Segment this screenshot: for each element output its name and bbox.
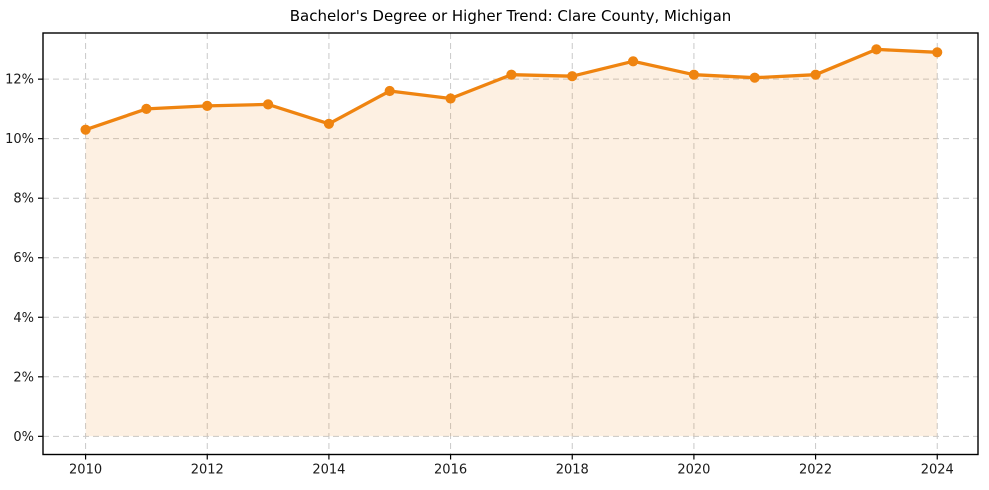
- x-tick-label: 2016: [434, 463, 467, 478]
- x-tick-label: 2010: [69, 463, 102, 478]
- x-tick-label: 2024: [921, 463, 954, 478]
- data-point-marker: [202, 100, 213, 111]
- y-tick-label: 6%: [13, 251, 34, 266]
- data-point-marker: [628, 56, 639, 67]
- y-tick-label: 4%: [13, 311, 34, 326]
- x-tick-label: 2022: [799, 463, 832, 478]
- plot-border: [42, 32, 979, 456]
- data-point-marker: [141, 103, 152, 114]
- data-point-marker: [263, 99, 274, 110]
- data-point-marker: [810, 69, 821, 80]
- y-tick-label: 10%: [5, 132, 34, 147]
- data-point-marker: [445, 93, 456, 104]
- data-point-marker: [567, 71, 578, 82]
- data-point-marker: [871, 44, 882, 55]
- y-tick-label: 2%: [13, 370, 34, 385]
- data-point-marker: [384, 85, 395, 97]
- x-tick-label: 2012: [191, 463, 224, 478]
- x-tick-label: 2014: [312, 463, 345, 478]
- chart-title: Bachelor's Degree or Higher Trend: Clare…: [289, 7, 732, 25]
- data-point-marker: [323, 118, 334, 129]
- area-fill: [85, 49, 938, 437]
- data-point-marker: [749, 72, 760, 83]
- x-tick-label: 2020: [677, 463, 710, 478]
- y-tick-label: 8%: [13, 192, 34, 207]
- x-tick-label: 2018: [556, 463, 589, 478]
- y-tick-label: 12%: [5, 73, 34, 88]
- data-point-marker: [688, 69, 700, 80]
- y-tick-label: 0%: [13, 430, 34, 445]
- data-point-marker: [80, 124, 91, 135]
- data-point-marker: [932, 47, 943, 58]
- data-point-marker: [506, 69, 517, 80]
